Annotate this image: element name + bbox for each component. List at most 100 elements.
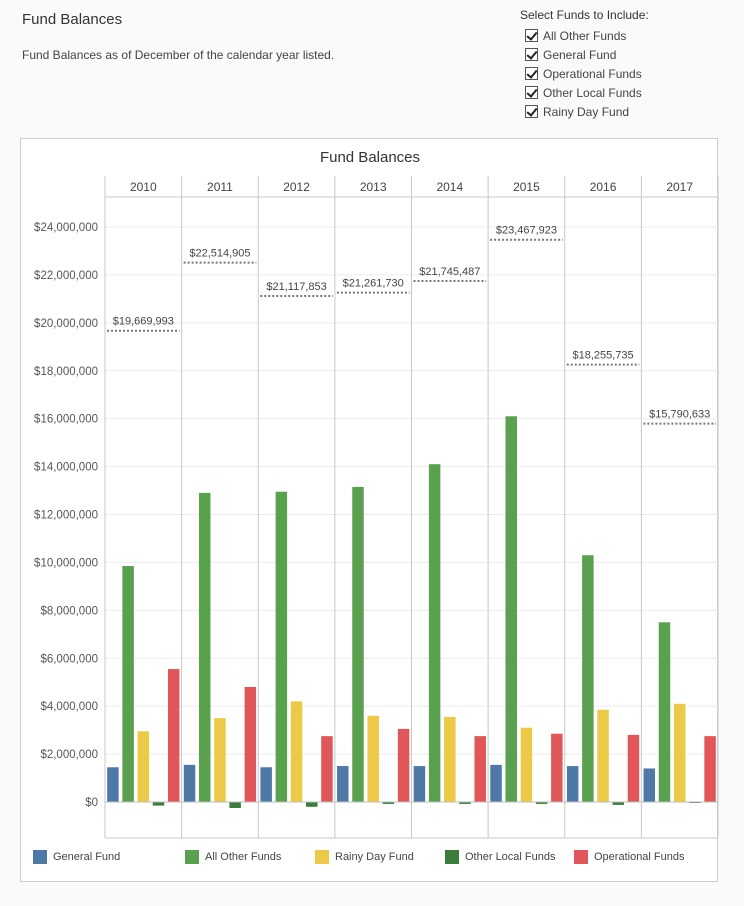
bar bbox=[152, 802, 165, 806]
legend-swatch bbox=[33, 850, 47, 864]
legend-item-general-fund[interactable]: General Fund bbox=[33, 850, 120, 864]
legend-label: Operational Funds bbox=[594, 851, 685, 863]
total-label: $22,514,905 bbox=[189, 248, 250, 260]
total-label: $21,261,730 bbox=[343, 278, 404, 290]
y-tick-label: $18,000,000 bbox=[34, 366, 98, 378]
y-tick-label: $0 bbox=[85, 797, 98, 809]
bar bbox=[107, 767, 119, 802]
bar bbox=[122, 566, 134, 802]
filter-title: Select Funds to Include: bbox=[520, 8, 649, 22]
checkbox-checked-icon[interactable] bbox=[525, 67, 538, 80]
total-label: $19,669,993 bbox=[113, 316, 174, 328]
checkbox-checked-icon[interactable] bbox=[525, 105, 538, 118]
bar bbox=[673, 703, 686, 802]
legend-swatch bbox=[574, 850, 588, 864]
bar bbox=[428, 464, 441, 802]
legend-item-rainy-day-fund[interactable]: Rainy Day Fund bbox=[315, 850, 414, 864]
bar bbox=[566, 766, 579, 802]
bar bbox=[137, 731, 150, 802]
x-tick-label: 2011 bbox=[207, 180, 233, 194]
bar bbox=[704, 736, 716, 802]
legend-label: General Fund bbox=[53, 851, 121, 863]
x-tick-label: 2016 bbox=[590, 180, 617, 194]
total-label: $18,255,735 bbox=[572, 350, 633, 362]
bar bbox=[244, 687, 257, 802]
bar bbox=[582, 555, 594, 802]
legend-item-all-other-funds[interactable]: All Other Funds bbox=[185, 850, 281, 864]
y-tick-label: $14,000,000 bbox=[34, 462, 98, 474]
legend-label: All Other Funds bbox=[205, 851, 282, 863]
filter-item-rainy-day-fund[interactable]: Rainy Day Fund bbox=[520, 102, 649, 121]
page-title: Fund Balances bbox=[22, 11, 123, 28]
y-tick-label: $4,000,000 bbox=[40, 701, 98, 713]
filter-item-all-other-funds[interactable]: All Other Funds bbox=[520, 26, 649, 45]
bar bbox=[459, 802, 471, 804]
bar bbox=[382, 802, 395, 804]
bar bbox=[352, 486, 364, 802]
bar bbox=[643, 768, 656, 802]
bar bbox=[612, 802, 625, 805]
bar bbox=[551, 733, 563, 802]
bar bbox=[367, 715, 379, 802]
checkbox-checked-icon[interactable] bbox=[525, 86, 538, 99]
bar bbox=[198, 492, 211, 802]
bar bbox=[627, 734, 640, 802]
x-tick-label: 2012 bbox=[283, 180, 310, 194]
filter-item-general-fund[interactable]: General Fund bbox=[520, 45, 649, 64]
bar bbox=[183, 764, 196, 802]
bar bbox=[474, 736, 486, 802]
bar bbox=[229, 802, 241, 808]
legend-swatch bbox=[185, 850, 199, 864]
y-tick-label: $16,000,000 bbox=[34, 414, 98, 426]
legend-item-other-local-funds[interactable]: Other Local Funds bbox=[445, 850, 556, 864]
bar bbox=[260, 767, 272, 802]
filter-item-label: Rainy Day Fund bbox=[543, 104, 630, 119]
bar bbox=[214, 718, 226, 802]
y-tick-label: $2,000,000 bbox=[40, 749, 98, 761]
x-tick-label: 2017 bbox=[666, 180, 693, 194]
bar bbox=[167, 669, 180, 802]
bar bbox=[520, 727, 533, 802]
y-tick-label: $8,000,000 bbox=[40, 605, 98, 617]
bar bbox=[290, 701, 303, 802]
filter-item-label: Operational Funds bbox=[543, 66, 642, 81]
bar bbox=[597, 709, 609, 802]
legend-label: Rainy Day Fund bbox=[335, 851, 414, 863]
page-subtitle: Fund Balances as of December of the cale… bbox=[22, 48, 335, 62]
bar bbox=[321, 736, 333, 802]
x-tick-label: 2010 bbox=[130, 180, 157, 194]
bar bbox=[490, 764, 502, 802]
checkbox-checked-icon[interactable] bbox=[525, 48, 538, 61]
bar bbox=[275, 491, 288, 802]
y-tick-label: $20,000,000 bbox=[34, 318, 98, 330]
bar bbox=[444, 716, 456, 802]
legend-item-operational-funds[interactable]: Operational Funds bbox=[574, 850, 685, 864]
filter-item-label: Other Local Funds bbox=[543, 85, 642, 100]
filter-item-label: General Fund bbox=[543, 47, 617, 62]
bar bbox=[658, 622, 671, 802]
x-tick-label: 2014 bbox=[436, 180, 463, 194]
filter-item-other-local-funds[interactable]: Other Local Funds bbox=[520, 83, 649, 102]
y-tick-label: $10,000,000 bbox=[34, 557, 98, 569]
chart-title: Fund Balances bbox=[320, 149, 420, 166]
fund-filter: Select Funds to Include: All Other Funds… bbox=[520, 8, 649, 121]
chart-legend: General Fund All Other Funds Rainy Day F… bbox=[33, 850, 723, 868]
total-label: $21,745,487 bbox=[419, 266, 480, 278]
checkbox-checked-icon[interactable] bbox=[525, 29, 538, 42]
bar bbox=[306, 802, 318, 807]
x-tick-label: 2013 bbox=[360, 180, 387, 194]
bar bbox=[397, 728, 410, 802]
y-tick-label: $24,000,000 bbox=[34, 222, 98, 234]
y-tick-label: $22,000,000 bbox=[34, 270, 98, 282]
bar bbox=[337, 766, 349, 802]
y-tick-label: $6,000,000 bbox=[40, 653, 98, 665]
total-label: $21,117,853 bbox=[266, 281, 326, 293]
filter-item-operational-funds[interactable]: Operational Funds bbox=[520, 64, 649, 83]
legend-label: Other Local Funds bbox=[465, 851, 556, 863]
total-label: $23,467,923 bbox=[496, 225, 557, 237]
bar bbox=[505, 416, 517, 802]
bar bbox=[413, 766, 426, 802]
bar bbox=[535, 802, 548, 804]
filter-item-label: All Other Funds bbox=[543, 28, 627, 43]
